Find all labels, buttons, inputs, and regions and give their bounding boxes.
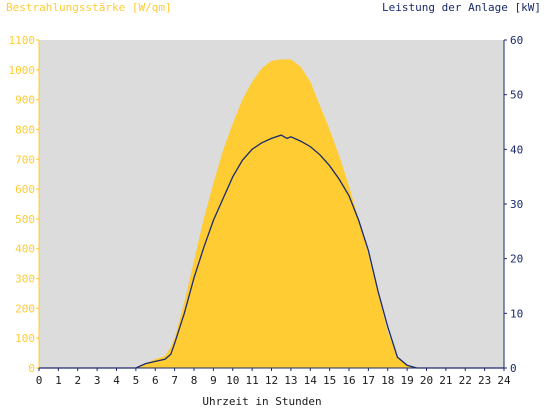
x-tick-label: 3	[94, 374, 101, 387]
x-tick-label: 21	[439, 374, 452, 387]
irradiance-area	[39, 59, 504, 369]
right-tick-label: 50	[510, 89, 523, 102]
x-tick-label: 1	[55, 374, 62, 387]
x-tick-label: 7	[171, 374, 178, 387]
x-tick-label: 20	[420, 374, 433, 387]
x-tick-label: 11	[246, 374, 259, 387]
x-tick-label: 4	[113, 374, 120, 387]
x-tick-label: 24	[497, 374, 511, 387]
left-tick-label: 700	[15, 153, 35, 166]
x-tick-label: 18	[381, 374, 394, 387]
left-tick-label: 300	[15, 273, 35, 286]
right-tick-group: 0 10 20 30 40 50 60	[504, 34, 523, 375]
right-tick-label: 10	[510, 307, 523, 320]
left-tick-label: 1000	[9, 64, 36, 77]
x-tick-label: 10	[226, 374, 239, 387]
x-tick-label: 16	[342, 374, 355, 387]
right-tick-label: 0	[510, 362, 517, 375]
left-tick-label: 600	[15, 183, 35, 196]
left-tick-label: 900	[15, 94, 35, 107]
right-axis-title: Leistung der Anlage [kW]	[382, 1, 541, 14]
x-axis-title: Uhrzeit in Stunden	[202, 395, 321, 408]
right-tick-label: 40	[510, 143, 523, 156]
x-tick-label: 13	[284, 374, 297, 387]
right-tick-label: 20	[510, 253, 523, 266]
left-tick-label: 500	[15, 213, 35, 226]
x-tick-label: 5	[133, 374, 140, 387]
right-tick-label: 30	[510, 198, 523, 211]
x-tick-label: 0	[36, 374, 43, 387]
left-axis-title: Bestrahlungsstärke [W/qm]	[6, 1, 172, 14]
x-tick-label: 15	[323, 374, 336, 387]
x-tick-group: 0 1 2 3 4 5 6 7 8 9 10 11 12 13 14 15 16 17 18 19 20 21 22 23 24	[36, 368, 511, 387]
x-tick-label: 12	[265, 374, 278, 387]
left-tick-label: 800	[15, 123, 35, 136]
left-tick-group: 0 100 200 300 400 500 600 700 800 900 1000 1100	[9, 34, 39, 375]
x-tick-label: 17	[362, 374, 375, 387]
left-tick-label: 0	[28, 362, 35, 375]
x-tick-label: 14	[304, 374, 318, 387]
x-tick-label: 23	[478, 374, 491, 387]
left-tick-label: 400	[15, 243, 35, 256]
left-tick-label: 100	[15, 332, 35, 345]
x-tick-label: 8	[191, 374, 198, 387]
left-tick-label: 200	[15, 302, 35, 315]
left-tick-label: 1100	[9, 34, 36, 47]
power-line	[39, 134, 504, 369]
x-tick-label: 19	[401, 374, 414, 387]
x-tick-label: 2	[74, 374, 81, 387]
x-tick-label: 6	[152, 374, 159, 387]
right-tick-label: 60	[510, 34, 523, 47]
x-tick-label: 9	[210, 374, 217, 387]
x-tick-label: 22	[459, 374, 472, 387]
